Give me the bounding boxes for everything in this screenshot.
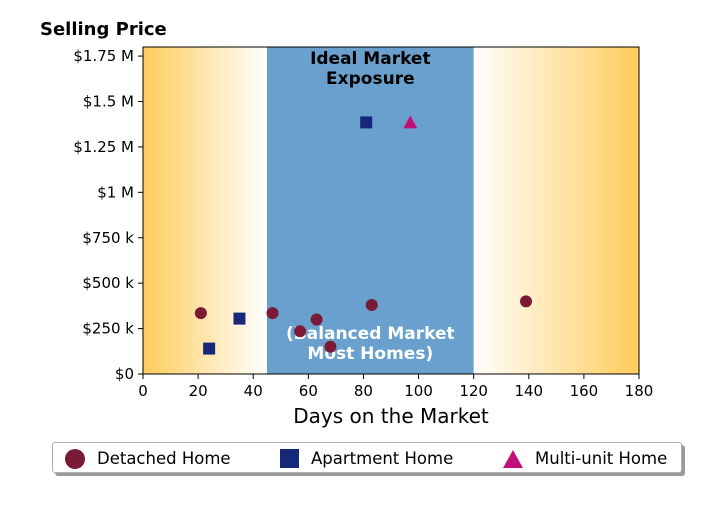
axes: 0 20 40 60 80 100 120 140 160 180 $0 $250 k $500 k $7… (73, 46, 654, 400)
x-tick-label: 160 (570, 382, 599, 400)
legend-label-apartment: Apartment Home (311, 449, 454, 468)
legend-marker-square (280, 449, 299, 468)
x-tick-label: 40 (244, 382, 263, 400)
band-label-line-2: Exposure (326, 69, 415, 89)
point-apartment-home (360, 116, 373, 129)
ideal-band (267, 47, 474, 374)
y-tick-label: $750 k (82, 229, 134, 247)
y-axis-title: Selling Price (40, 19, 167, 40)
point-detached-home (365, 298, 378, 311)
legend-item-detached: Detached Home (65, 443, 231, 474)
x-tick-label: 60 (299, 382, 318, 400)
y-tick-label: $0 (115, 365, 134, 383)
x-tick-label: 180 (625, 382, 654, 400)
legend-item-multi-unit: Multi-unit Home (503, 443, 667, 474)
x-tick-label: 80 (354, 382, 373, 400)
band-annotations: Ideal Market Exposure (Balanced Market M… (286, 49, 455, 364)
x-axis-title: Days on the Market (293, 404, 489, 428)
point-detached-home (520, 295, 533, 308)
point-multi-unit-home (403, 115, 418, 129)
plot-background (143, 47, 639, 374)
y-tick-label: $1 M (97, 183, 134, 201)
legend-marker-circle (65, 448, 85, 469)
band-sublabel-line-1: (Balanced Market (286, 324, 455, 344)
y-tick-label: $250 k (82, 320, 134, 338)
x-tick-label: 20 (189, 382, 208, 400)
legend-label-detached: Detached Home (97, 449, 231, 468)
point-detached-home (294, 325, 307, 338)
point-apartment-home (233, 312, 246, 325)
point-detached-home (324, 340, 337, 353)
ideal-band-rect (267, 47, 474, 374)
point-detached-home (310, 313, 323, 326)
legend-label-multi-unit: Multi-unit Home (535, 449, 668, 468)
gradient-right (473, 47, 639, 374)
legend-marker-triangle (503, 449, 523, 468)
gradient-left (143, 47, 267, 374)
plot-frame (142, 46, 640, 375)
y-tick-label: $1.25 M (73, 138, 134, 156)
band-sublabel-line-2: Most Homes) (307, 344, 433, 364)
x-tick-label: 0 (138, 382, 148, 400)
y-tick-label: $1.75 M (73, 47, 134, 65)
y-tick-label: $500 k (82, 274, 134, 292)
x-tick-label: 100 (404, 382, 433, 400)
data-points (194, 115, 533, 355)
band-label-line-1: Ideal Market (310, 49, 431, 69)
legend-item-apartment: Apartment Home (280, 443, 453, 474)
x-tick-label: 120 (459, 382, 488, 400)
legend: Detached Home Apartment Home Multi-unit … (52, 442, 682, 473)
y-tick-label: $1.5 M (83, 93, 134, 111)
x-tick-label: 140 (514, 382, 543, 400)
point-detached-home (266, 307, 279, 320)
point-detached-home (194, 307, 207, 320)
point-apartment-home (203, 342, 216, 355)
